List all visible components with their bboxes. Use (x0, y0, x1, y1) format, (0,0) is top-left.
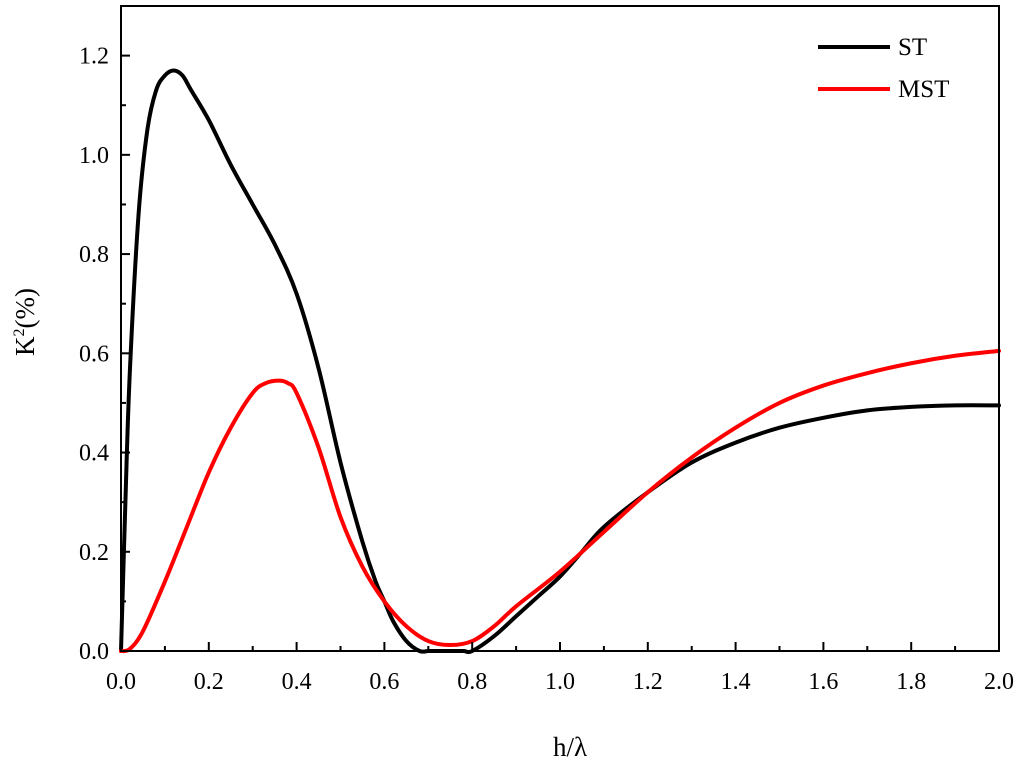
x-axis-title: h/λ (553, 732, 587, 762)
y-tick-label: 0.2 (79, 540, 109, 566)
y-tick-label: 0.8 (79, 242, 109, 268)
y-tick-label: 1.2 (79, 44, 109, 70)
x-tick-label: 0.0 (106, 669, 136, 695)
plot-frame (120, 5, 1000, 652)
y-axis-title: K2(%) (10, 288, 40, 356)
legend: ST MST (818, 34, 949, 103)
series-line-mst (119, 348, 1001, 654)
axis-ticks: 0.0 0.2 0.4 0.6 0.8 1.0 1.2 1.4 1.6 1.8 2.0 0.0 0.2 0… (79, 44, 1014, 695)
x-tick-label: 0.4 (282, 669, 312, 695)
x-tick-label: 0.2 (194, 669, 224, 695)
x-tick-label: 0.8 (457, 669, 487, 695)
legend-label-mst: MST (898, 76, 949, 103)
x-tick-label: 1.0 (545, 669, 575, 695)
y-tick-label: 0.6 (79, 341, 109, 367)
plot-lines (119, 68, 1001, 655)
x-tick-label: 2.0 (984, 669, 1014, 695)
y-tick-label: 0.4 (79, 441, 109, 467)
x-tick-label: 1.2 (633, 669, 663, 695)
x-tick-label: 1.6 (808, 669, 838, 695)
x-tick-label: 0.6 (369, 669, 399, 695)
series-line-st (119, 68, 1001, 655)
y-tick-label: 1.0 (79, 143, 109, 169)
x-tick-label: 1.4 (721, 669, 751, 695)
x-tick-label: 1.8 (896, 669, 926, 695)
y-tick-label: 0.0 (79, 639, 109, 665)
legend-label-st: ST (898, 34, 927, 61)
